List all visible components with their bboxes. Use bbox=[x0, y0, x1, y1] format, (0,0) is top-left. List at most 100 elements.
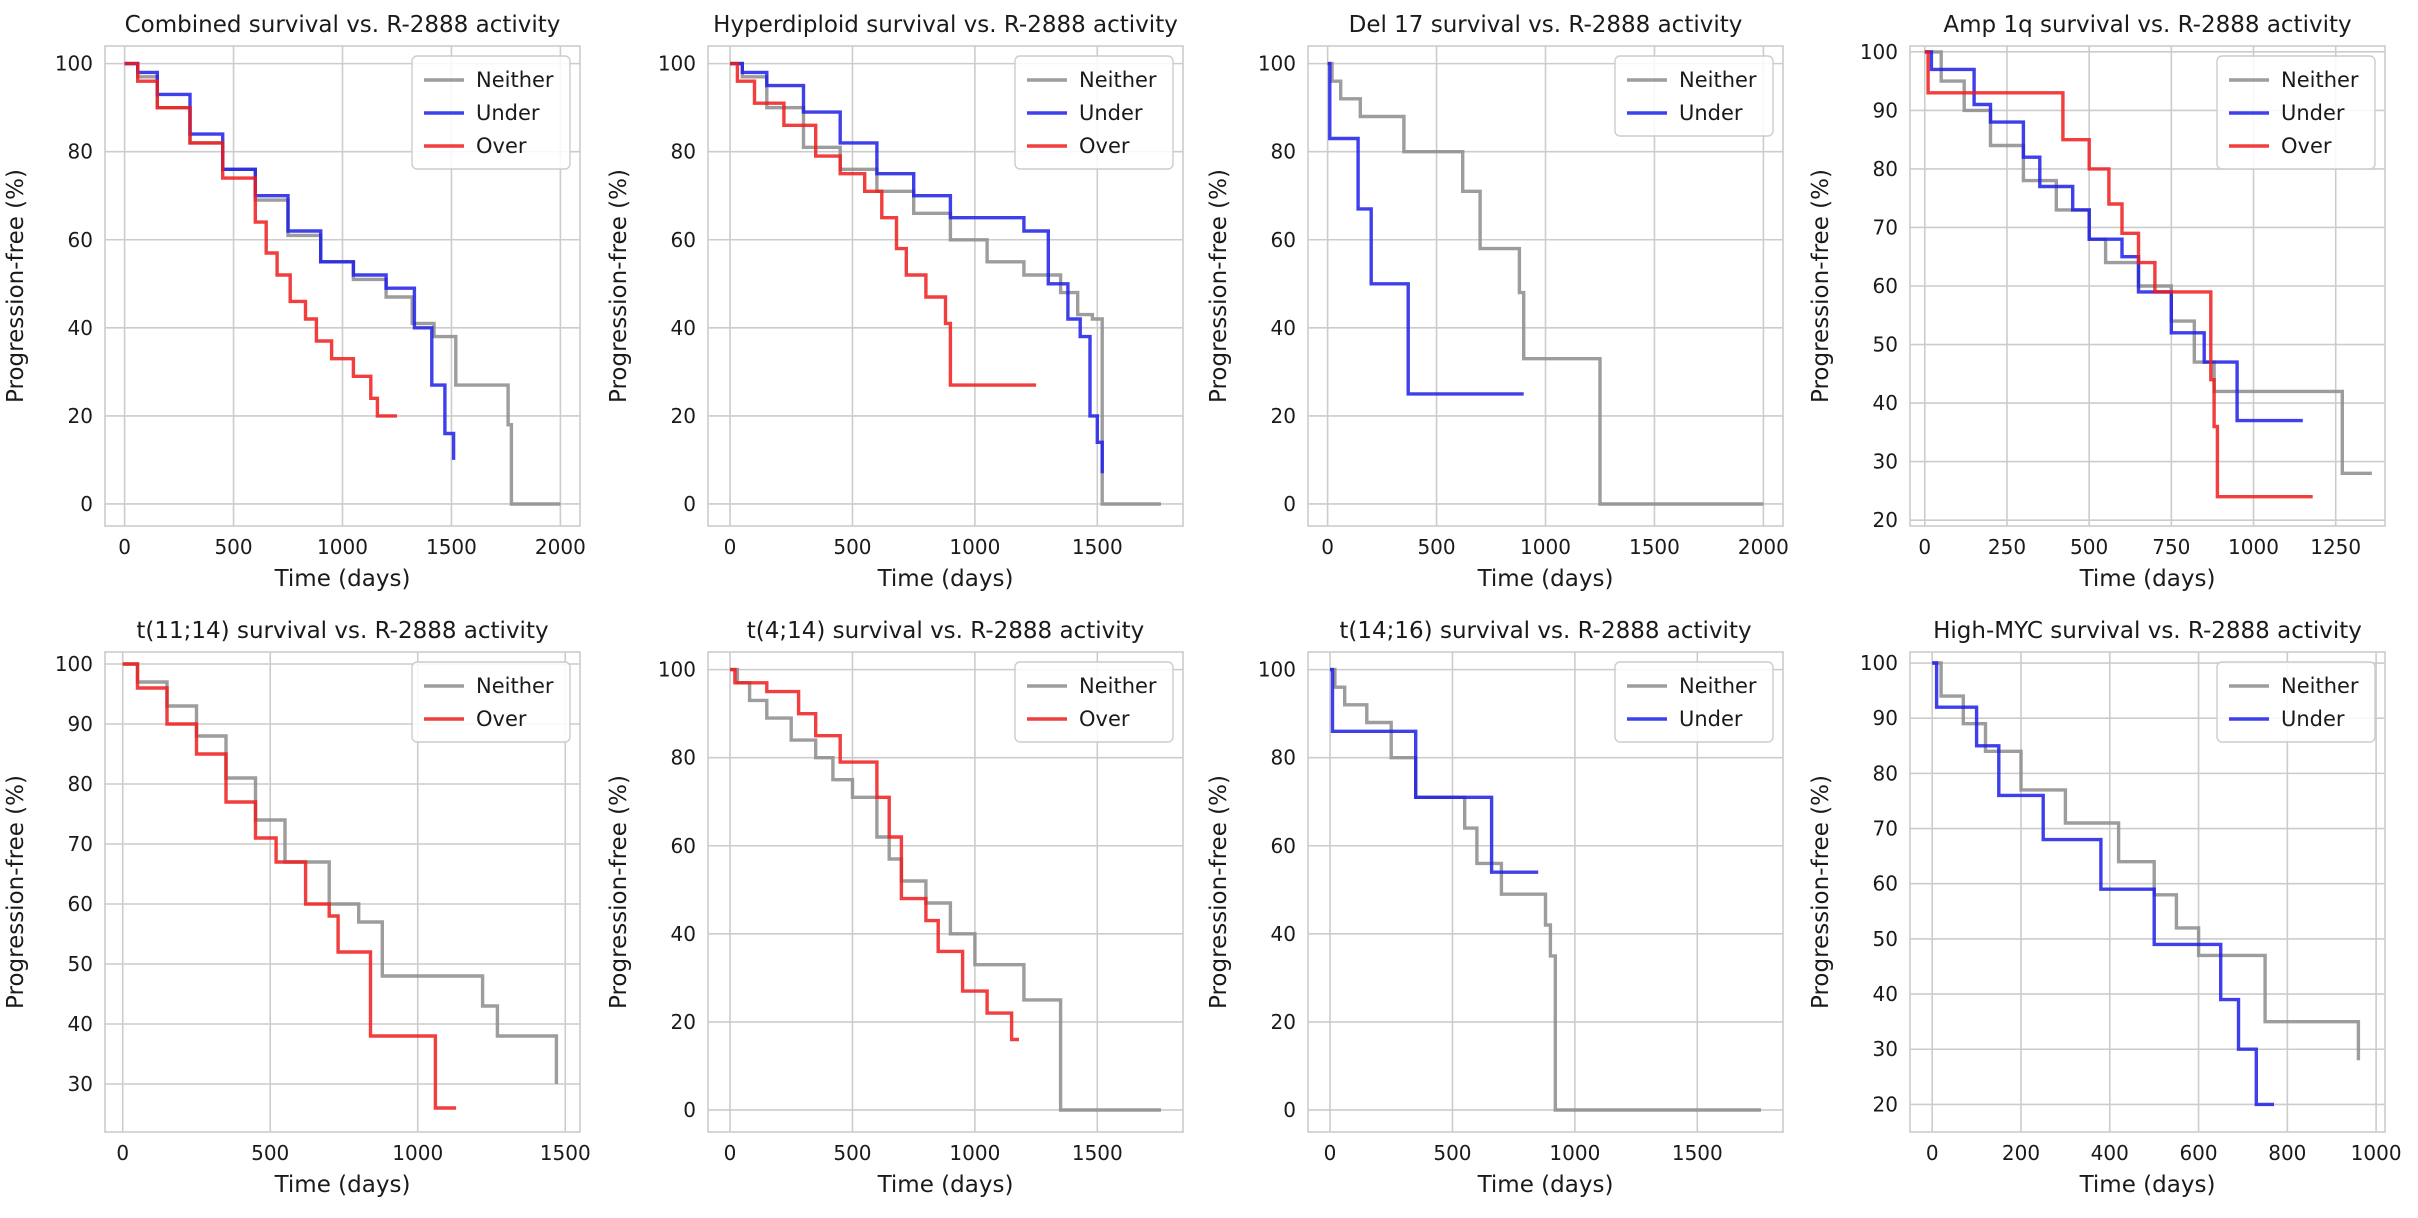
series-line-under bbox=[124, 61, 456, 460]
x-axis-label: Time (days) bbox=[274, 566, 411, 592]
legend-entry: Under bbox=[476, 101, 540, 125]
series-line-neither bbox=[1330, 667, 1761, 1112]
y-tick-label: 90 bbox=[1873, 706, 1898, 730]
y-tick-label: 0 bbox=[1283, 492, 1296, 516]
legend-entry: Neither bbox=[2281, 68, 2359, 92]
series-line-under bbox=[730, 61, 1104, 474]
plot-frame bbox=[1909, 45, 2386, 527]
y-tick-label: 20 bbox=[68, 404, 93, 428]
y-tick-label: 60 bbox=[671, 228, 696, 252]
x-tick-label: 1500 bbox=[426, 535, 477, 559]
y-tick-label: 20 bbox=[1873, 508, 1898, 532]
legend-entry: Neither bbox=[1079, 68, 1157, 92]
y-tick-label: 40 bbox=[68, 316, 93, 340]
y-tick-label: 70 bbox=[68, 832, 93, 856]
y-axis-label: Progression-free (%) bbox=[1206, 775, 1232, 1009]
x-tick-label: 2000 bbox=[535, 535, 586, 559]
x-tick-label: 750 bbox=[2152, 535, 2190, 559]
plot-frame bbox=[104, 651, 581, 1133]
x-tick-label: 1000 bbox=[1549, 1141, 1600, 1165]
series-line-over bbox=[1924, 50, 2313, 499]
legend-entry: Over bbox=[476, 707, 527, 731]
y-tick-label: 40 bbox=[1873, 982, 1898, 1006]
y-axis-label: Progression-free (%) bbox=[1206, 169, 1232, 403]
x-axis-label: Time (days) bbox=[1477, 566, 1614, 592]
y-tick-label: 0 bbox=[80, 492, 93, 516]
legend-entry: Over bbox=[1079, 134, 1130, 158]
panel-8: 0 200 400 600 800 1000 20 30 40 50 60 70 80 90 100 High… bbox=[1808, 618, 2402, 1198]
legend-entry: Neither bbox=[1679, 674, 1757, 698]
legend: Neither Under Over bbox=[1014, 55, 1174, 170]
legend: Neither Under Over bbox=[2216, 55, 2376, 170]
legend: Neither Under Over bbox=[411, 55, 571, 170]
y-tick-label: 100 bbox=[55, 52, 93, 76]
x-axis-label: Time (days) bbox=[877, 566, 1014, 592]
x-tick-label: 1500 bbox=[540, 1141, 591, 1165]
panel-2: 0 500 1000 1500 0 20 40 60 80 100 Hyperdiploid sur… bbox=[606, 12, 1184, 592]
x-tick-label: 0 bbox=[1926, 1141, 1939, 1165]
panel-4: 0 250 500 750 1000 1250 20 30 40 50 60 70 80 90 100 Amp… bbox=[1808, 12, 2386, 592]
y-tick-label: 20 bbox=[671, 1010, 696, 1034]
legend-box bbox=[411, 661, 571, 743]
x-tick-label: 600 bbox=[2179, 1141, 2217, 1165]
y-tick-label: 50 bbox=[1873, 927, 1898, 951]
x-tick-label: 500 bbox=[1433, 1141, 1471, 1165]
x-tick-label: 0 bbox=[724, 535, 737, 559]
legend-entry: Under bbox=[2281, 707, 2345, 731]
legend: Neither Under bbox=[1614, 55, 1774, 137]
y-axis-label: Progression-free (%) bbox=[3, 775, 29, 1009]
legend-entry: Under bbox=[1679, 101, 1743, 125]
x-tick-label: 500 bbox=[1417, 535, 1455, 559]
y-tick-label: 40 bbox=[1873, 391, 1898, 415]
plot-frame bbox=[707, 45, 1184, 527]
y-tick-label: 60 bbox=[1873, 274, 1898, 298]
legend-box bbox=[1614, 55, 1774, 137]
y-tick-label: 100 bbox=[55, 652, 93, 676]
x-tick-label: 1000 bbox=[317, 535, 368, 559]
x-tick-label: 500 bbox=[2070, 535, 2108, 559]
panel-3: 0 500 1000 1500 2000 0 20 40 60 80 100 Del 17 survi… bbox=[1206, 12, 1789, 592]
legend-entry: Under bbox=[1079, 101, 1143, 125]
legend-entry: Under bbox=[2281, 101, 2345, 125]
y-tick-label: 80 bbox=[68, 140, 93, 164]
y-tick-label: 60 bbox=[671, 834, 696, 858]
x-tick-label: 1000 bbox=[2351, 1141, 2402, 1165]
series-line-over bbox=[122, 662, 457, 1110]
y-tick-label: 30 bbox=[68, 1072, 93, 1096]
y-axis-label: Progression-free (%) bbox=[3, 169, 29, 403]
chart-title: High-MYC survival vs. R-2888 activity bbox=[1933, 618, 2362, 644]
series-line-neither bbox=[1327, 61, 1764, 506]
y-tick-label: 20 bbox=[1271, 1010, 1296, 1034]
x-axis-label: Time (days) bbox=[877, 1172, 1014, 1198]
y-tick-label: 100 bbox=[658, 52, 696, 76]
y-axis-label: Progression-free (%) bbox=[1808, 169, 1834, 403]
panel-7: 0 500 1000 1500 0 20 40 60 80 100 t(14;16) surviva… bbox=[1206, 618, 1784, 1198]
y-tick-label: 50 bbox=[68, 952, 93, 976]
plot-frame bbox=[104, 45, 581, 527]
x-tick-label: 0 bbox=[118, 535, 131, 559]
y-tick-label: 0 bbox=[683, 492, 696, 516]
series-line-over bbox=[730, 667, 1019, 1042]
legend-box bbox=[2216, 55, 2376, 170]
y-tick-label: 20 bbox=[1271, 404, 1296, 428]
x-tick-label: 800 bbox=[2268, 1141, 2306, 1165]
chart-title: t(11;14) survival vs. R-2888 activity bbox=[136, 618, 548, 644]
y-tick-label: 90 bbox=[1873, 98, 1898, 122]
y-tick-label: 40 bbox=[671, 922, 696, 946]
y-axis-label: Progression-free (%) bbox=[606, 775, 632, 1009]
y-tick-label: 20 bbox=[1873, 1092, 1898, 1116]
y-tick-label: 80 bbox=[1271, 746, 1296, 770]
y-tick-label: 40 bbox=[1271, 316, 1296, 340]
legend-box bbox=[1014, 661, 1174, 743]
chart-title: Hyperdiploid survival vs. R-2888 activit… bbox=[713, 12, 1178, 38]
y-tick-label: 80 bbox=[1873, 157, 1898, 181]
x-tick-label: 0 bbox=[1918, 535, 1931, 559]
legend-box bbox=[1614, 661, 1774, 743]
panel-6: 0 500 1000 1500 0 20 40 60 80 100 t(4;14) survival… bbox=[606, 618, 1184, 1198]
x-tick-label: 1000 bbox=[949, 1141, 1000, 1165]
legend-entry: Neither bbox=[476, 68, 554, 92]
legend: Neither Under bbox=[2216, 661, 2376, 743]
y-tick-label: 60 bbox=[1271, 834, 1296, 858]
legend: Neither Over bbox=[411, 661, 571, 743]
legend-box bbox=[411, 55, 571, 170]
